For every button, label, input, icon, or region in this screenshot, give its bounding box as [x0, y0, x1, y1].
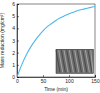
x-tick-label: 150: [91, 78, 100, 84]
y-tick: 4: [12, 25, 19, 31]
inset-micrograph: [56, 49, 93, 73]
y-tick-label: 5: [12, 13, 15, 19]
x-tick-label: 50: [41, 78, 47, 84]
y-tick-mark: [17, 41, 19, 42]
y-tick: 5: [12, 13, 19, 19]
inset-texture: [91, 50, 93, 72]
y-axis-title: Mass reduction (mg/cm²): [0, 13, 5, 69]
y-axis-line: [18, 5, 20, 78]
y-tick-mark: [17, 28, 19, 29]
y-tick: 6: [12, 1, 19, 7]
y-tick: 2: [12, 50, 19, 56]
inset-background: [56, 49, 93, 73]
x-tick: 150: [91, 75, 100, 84]
x-axis-line: [18, 75, 96, 78]
y-tick-label: 3: [12, 38, 15, 44]
x-tick: 100: [65, 75, 74, 84]
y-tick-mark: [17, 53, 19, 54]
chart: 0 50 100 150 0 1 2 3 4 5 6 Time (min) Mass reduction…: [0, 0, 100, 93]
inset-texture: [88, 50, 92, 72]
x-axis: 0 50 100 150: [16, 75, 100, 84]
x-tick: 50: [41, 75, 47, 84]
y-tick: 3: [12, 38, 19, 44]
y-tick-label: 2: [12, 50, 15, 56]
data-line: [17, 6, 95, 77]
x-axis-title: Time (min): [44, 86, 68, 92]
x-tick-label: 0: [16, 78, 19, 84]
plot-frame: [17, 4, 95, 77]
y-tick-mark: [17, 65, 19, 66]
y-tick-label: 4: [12, 25, 15, 31]
y-tick-mark: [17, 16, 19, 17]
y-tick-label: 6: [12, 1, 15, 7]
y-axis: 0 1 2 3 4 5 6: [12, 1, 19, 80]
y-tick-label: 0: [12, 74, 15, 80]
y-tick-mark: [17, 77, 19, 78]
y-tick: 1: [12, 62, 19, 68]
y-tick-label: 1: [12, 62, 15, 68]
x-tick-label: 100: [65, 78, 74, 84]
plot-area: 0 50 100 150 0 1 2 3 4 5 6: [12, 1, 100, 83]
y-tick-mark: [17, 4, 19, 5]
series-group: [17, 6, 95, 77]
